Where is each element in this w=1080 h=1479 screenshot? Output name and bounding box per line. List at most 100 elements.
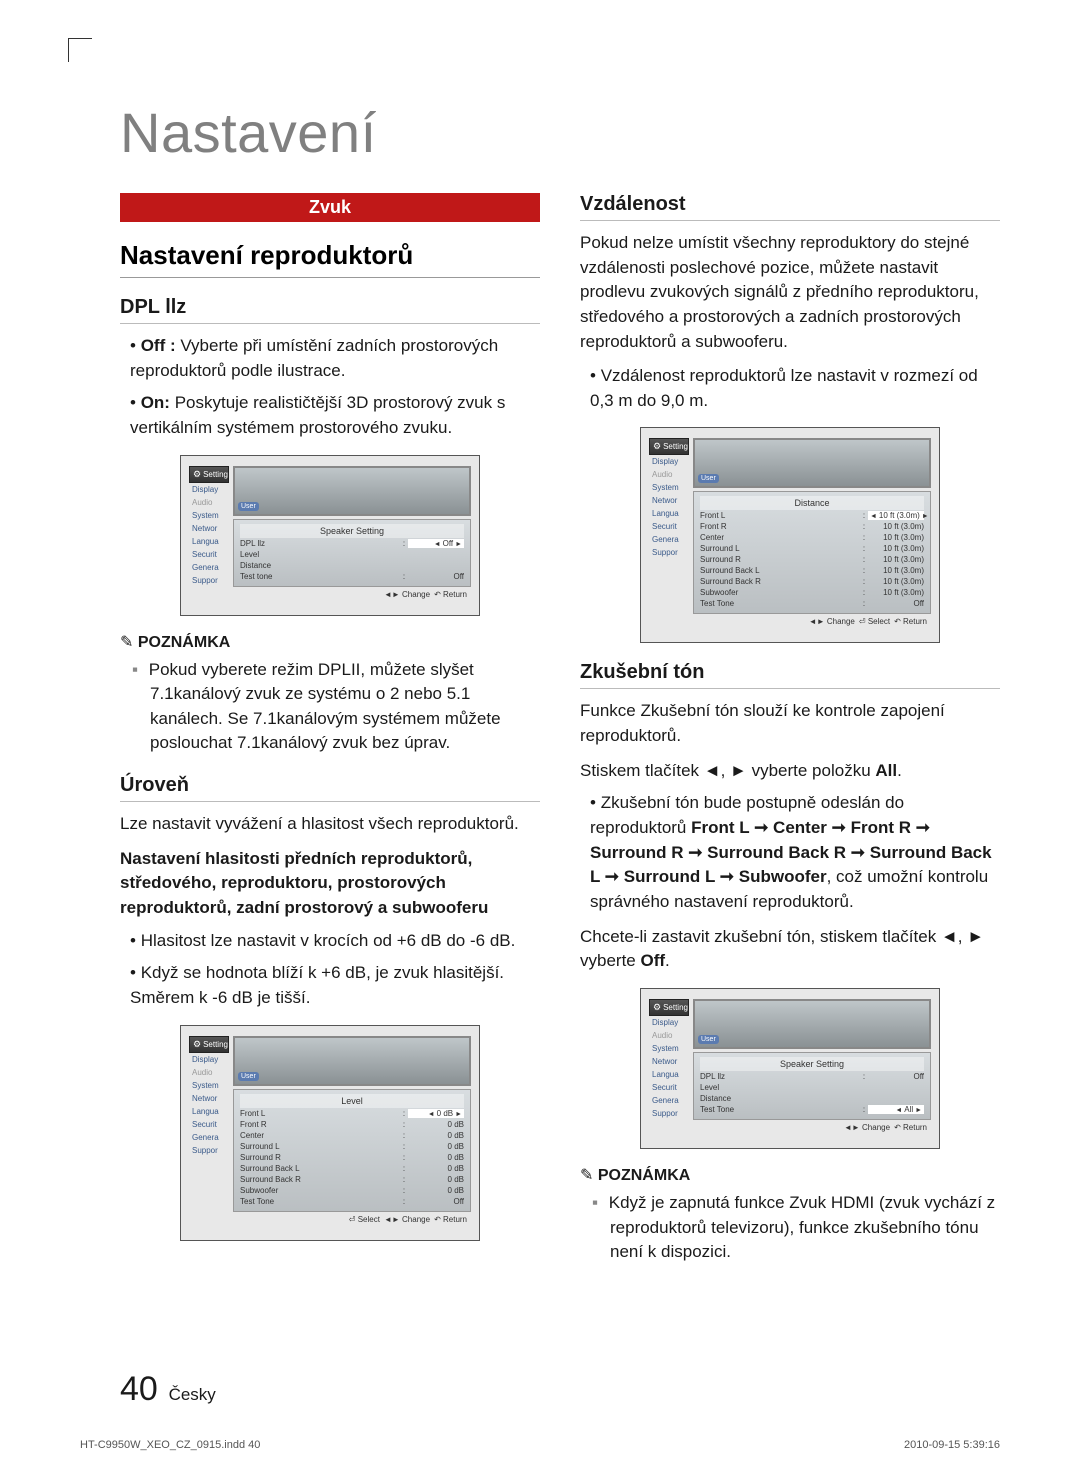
tv-sidebar-item: Genera bbox=[649, 533, 689, 546]
tv-footer: ◄► Change↶ Return bbox=[693, 1120, 931, 1132]
tv-panel-title: Distance bbox=[700, 496, 924, 510]
list-item: Hlasitost lze nastavit v krocích od +6 d… bbox=[130, 929, 540, 954]
tv-footer: ◄► Change↶ Return bbox=[233, 587, 471, 599]
user-badge: User bbox=[238, 1072, 259, 1081]
level-bold: Nastavení hlasitosti předních reprodukto… bbox=[120, 847, 540, 921]
tv-row: DPL llz:Off bbox=[700, 1071, 924, 1082]
level-list: Hlasitost lze nastavit v krocích od +6 d… bbox=[120, 929, 540, 1011]
screenshot-level: SettingDisplayAudioSystemNetworLanguaSec… bbox=[180, 1025, 480, 1241]
tv-panel-title: Speaker Setting bbox=[240, 524, 464, 538]
note-list-1: Pokud vyberete režim DPLII, můžete slyše… bbox=[120, 658, 540, 757]
tv-row: Surround Back R:10 ft (3.0m) bbox=[700, 576, 924, 587]
tv-sidebar-item: System bbox=[649, 1042, 689, 1055]
tv-sidebar-item: Langua bbox=[189, 1105, 229, 1118]
distance-list: Vzdálenost reproduktorů lze nastavit v r… bbox=[580, 364, 1000, 413]
tv-sidebar-item: Audio bbox=[189, 496, 229, 509]
crop-mark bbox=[68, 38, 69, 62]
user-badge: User bbox=[238, 502, 259, 511]
tv-sidebar-item: Networ bbox=[189, 522, 229, 535]
tv-row: Surround R:0 dB bbox=[240, 1152, 464, 1163]
tv-row: Center:10 ft (3.0m) bbox=[700, 532, 924, 543]
tv-row: Level bbox=[700, 1082, 924, 1093]
tv-footer: ◄► Change⏎ Select↶ Return bbox=[693, 614, 931, 626]
note-item: Pokud vyberete režim DPLII, můžete slyše… bbox=[150, 658, 540, 757]
tab-zvuk: Zvuk bbox=[120, 193, 540, 222]
list-item: Vzdálenost reproduktorů lze nastavit v r… bbox=[590, 364, 1000, 413]
tv-sidebar-item: Display bbox=[649, 455, 689, 468]
distance-intro: Pokud nelze umístit všechny reproduktory… bbox=[580, 231, 1000, 354]
tv-sidebar-head: Setting bbox=[189, 466, 229, 483]
tone-p3: Chcete-li zastavit zkušební tón, stiskem… bbox=[580, 925, 1000, 974]
tv-footer: ⏎ Select◄► Change↶ Return bbox=[233, 1212, 471, 1224]
tv-panel-title: Speaker Setting bbox=[700, 1057, 924, 1071]
right-column: Vzdálenost Pokud nelze umístit všechny r… bbox=[580, 193, 1000, 1265]
level-intro: Lze nastavit vyvážení a hlasitost všech … bbox=[120, 812, 540, 837]
tv-sidebar-item: Display bbox=[189, 483, 229, 496]
tv-row: DPL llz:Off bbox=[240, 538, 464, 549]
content-columns: Zvuk Nastavení reproduktorů DPL llz Off … bbox=[120, 193, 1000, 1265]
tv-preview: User bbox=[693, 999, 931, 1049]
tv-row: Front R:0 dB bbox=[240, 1119, 464, 1130]
tv-sidebar-item: Audio bbox=[189, 1066, 229, 1079]
tv-sidebar-item: Langua bbox=[649, 1068, 689, 1081]
list-item: Zkušební tón bude postupně odeslán do re… bbox=[590, 791, 1000, 914]
subhead-testtone: Zkušební tón bbox=[580, 661, 1000, 689]
subhead-distance: Vzdálenost bbox=[580, 193, 1000, 221]
tv-row: Front R:10 ft (3.0m) bbox=[700, 521, 924, 532]
page-footer: 40 Česky bbox=[120, 1370, 216, 1409]
tv-preview: User bbox=[233, 1036, 471, 1086]
note-label: POZNÁMKA bbox=[580, 1165, 1000, 1185]
tv-sidebar-item: Networ bbox=[649, 494, 689, 507]
tv-sidebar-item: Genera bbox=[189, 1131, 229, 1144]
tv-row: Surround Back L:0 dB bbox=[240, 1163, 464, 1174]
subhead-level: Úroveň bbox=[120, 774, 540, 802]
section-speaker-settings: Nastavení reproduktorů bbox=[120, 240, 540, 278]
tone-list: Zkušební tón bude postupně odeslán do re… bbox=[580, 791, 1000, 914]
tv-sidebar-head: Setting bbox=[649, 438, 689, 455]
tv-row: Surround Back R:0 dB bbox=[240, 1174, 464, 1185]
tv-row: Surround L:0 dB bbox=[240, 1141, 464, 1152]
screenshot-distance: SettingDisplayAudioSystemNetworLanguaSec… bbox=[640, 427, 940, 643]
tv-sidebar-item: System bbox=[189, 509, 229, 522]
tv-panel-title: Level bbox=[240, 1094, 464, 1108]
tv-sidebar-item: System bbox=[189, 1079, 229, 1092]
tv-row: Center:0 dB bbox=[240, 1130, 464, 1141]
tv-row: Front L:10 ft (3.0m) bbox=[700, 510, 924, 521]
page-title: Nastavení bbox=[120, 100, 1000, 165]
tv-row: Subwoofer:0 dB bbox=[240, 1185, 464, 1196]
tv-sidebar-item: Networ bbox=[649, 1055, 689, 1068]
page-lang: Česky bbox=[169, 1385, 216, 1404]
tv-sidebar-item: Suppor bbox=[649, 546, 689, 559]
tv-sidebar-item: Securit bbox=[189, 548, 229, 561]
left-column: Zvuk Nastavení reproduktorů DPL llz Off … bbox=[120, 193, 540, 1265]
tv-sidebar-item: Securit bbox=[649, 1081, 689, 1094]
tv-sidebar-item: Genera bbox=[189, 561, 229, 574]
tv-row: Test tone:Off bbox=[240, 571, 464, 582]
tone-p2: Stiskem tlačítek ◄, ► vyberte položku Al… bbox=[580, 759, 1000, 784]
tv-preview: User bbox=[693, 438, 931, 488]
print-timestamp: 2010-09-15 5:39:16 bbox=[904, 1439, 1000, 1451]
note-list-2: Když je zapnutá funkce Zvuk HDMI (zvuk v… bbox=[580, 1191, 1000, 1265]
tv-sidebar-item: Suppor bbox=[189, 574, 229, 587]
user-badge: User bbox=[698, 474, 719, 483]
list-item: Když se hodnota blíží k +6 dB, je zvuk h… bbox=[130, 961, 540, 1010]
tv-row: Subwoofer:10 ft (3.0m) bbox=[700, 587, 924, 598]
tv-row: Surround L:10 ft (3.0m) bbox=[700, 543, 924, 554]
tv-row: Distance bbox=[700, 1093, 924, 1104]
tv-preview: User bbox=[233, 466, 471, 516]
tv-row: Surround Back L:10 ft (3.0m) bbox=[700, 565, 924, 576]
tv-sidebar-item: Langua bbox=[189, 535, 229, 548]
tv-row: Front L:0 dB bbox=[240, 1108, 464, 1119]
screenshot-testtone: SettingDisplayAudioSystemNetworLanguaSec… bbox=[640, 988, 940, 1149]
indd-file: HT-C9950W_XEO_CZ_0915.indd 40 bbox=[80, 1439, 260, 1451]
tv-sidebar-item: Audio bbox=[649, 468, 689, 481]
dpl-list: Off : Vyberte při umístění zadních prost… bbox=[120, 334, 540, 441]
tv-row: Test Tone:All bbox=[700, 1104, 924, 1115]
list-item: Off : Vyberte při umístění zadních prost… bbox=[130, 334, 540, 383]
tv-sidebar-item: Suppor bbox=[189, 1144, 229, 1157]
user-badge: User bbox=[698, 1035, 719, 1044]
tv-row: Level bbox=[240, 549, 464, 560]
note-item: Když je zapnutá funkce Zvuk HDMI (zvuk v… bbox=[610, 1191, 1000, 1265]
tv-sidebar-item: System bbox=[649, 481, 689, 494]
tv-sidebar-head: Setting bbox=[649, 999, 689, 1016]
